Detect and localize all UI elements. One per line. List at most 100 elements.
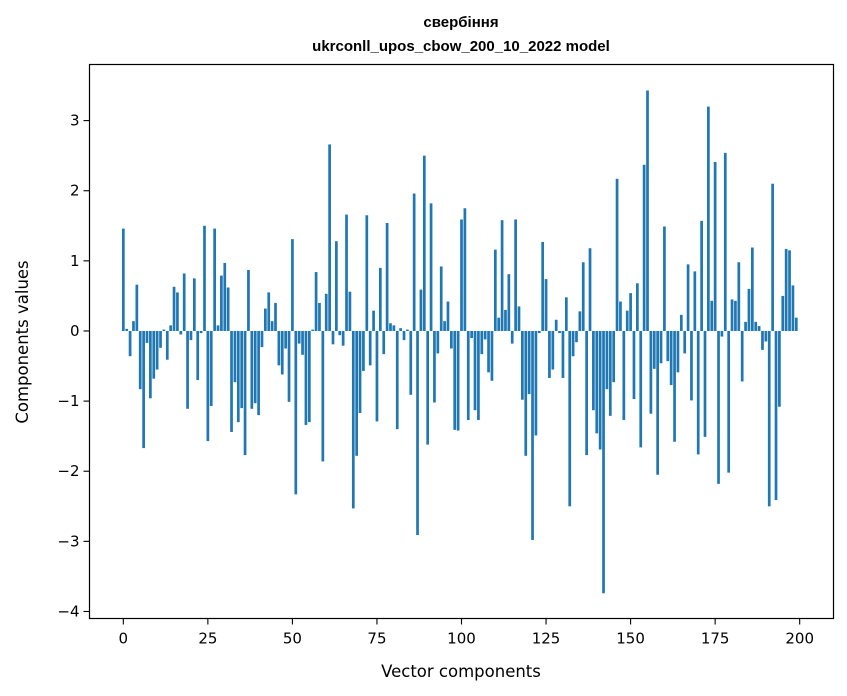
bar-30 — [223, 262, 227, 331]
bar-32 — [230, 330, 233, 432]
y-tick-label-2: 2 — [70, 182, 80, 200]
y-tick-label-0: 0 — [70, 322, 80, 340]
bar-135 — [578, 311, 582, 331]
bar-16 — [176, 292, 179, 331]
y-tick-label--2: −2 — [57, 462, 79, 480]
x-tick-label-100: 100 — [447, 630, 476, 648]
y-axis-label: Components values — [13, 260, 32, 423]
bar-56 — [311, 329, 315, 331]
bar-44 — [270, 321, 274, 331]
bar-198 — [791, 285, 795, 331]
bar-5 — [138, 330, 142, 390]
bar-146 — [615, 178, 619, 331]
bar-140 — [595, 330, 599, 434]
bar-127 — [551, 330, 555, 370]
bar-181 — [734, 300, 737, 331]
bar-89 — [422, 155, 426, 331]
bar-125 — [544, 279, 548, 331]
bar-7 — [145, 330, 149, 343]
bar-79 — [389, 323, 392, 331]
bar-145 — [612, 330, 616, 383]
bar-199 — [794, 317, 798, 331]
bar-167 — [686, 264, 690, 331]
bar-177 — [720, 330, 724, 337]
bar-185 — [747, 288, 751, 331]
bar-68 — [351, 330, 355, 509]
bar-188 — [757, 326, 761, 331]
bar-6 — [142, 330, 145, 449]
bar-49 — [287, 330, 291, 402]
bar-99 — [456, 330, 460, 431]
bar-173 — [707, 106, 710, 331]
bar-37 — [247, 269, 250, 331]
bar-159 — [659, 330, 663, 364]
bar-34 — [236, 330, 240, 423]
y-tick-label--3: −3 — [57, 532, 79, 550]
y-tick-label-3: 3 — [70, 112, 80, 130]
bar-134 — [575, 330, 578, 343]
x-axis-label: Vector components — [381, 662, 541, 681]
bar-175 — [713, 161, 717, 331]
bar-82 — [399, 328, 402, 331]
bar-77 — [382, 330, 386, 355]
bar-71 — [362, 330, 365, 371]
bar-24 — [203, 225, 206, 331]
bar-137 — [585, 330, 588, 456]
chart-subtitle: ukrconll_upos_cbow_200_10_2022 model — [312, 38, 610, 55]
bar-48 — [284, 330, 287, 349]
bar-28 — [216, 325, 220, 331]
bar-170 — [696, 330, 700, 455]
bar-78 — [385, 222, 389, 331]
bar-72 — [365, 215, 369, 331]
bar-60 — [324, 293, 328, 331]
bar-131 — [564, 297, 568, 331]
bar-93 — [436, 330, 440, 354]
bar-65 — [341, 330, 345, 346]
bar-120 — [527, 330, 531, 395]
bar-195 — [781, 295, 785, 331]
bar-115 — [510, 330, 514, 344]
bar-116 — [514, 219, 517, 331]
bar-112 — [500, 220, 504, 331]
bar-191 — [767, 330, 771, 507]
bar-122 — [534, 330, 538, 436]
bar-178 — [723, 152, 727, 331]
bar-19 — [186, 330, 189, 409]
y-tick-label--1: −1 — [57, 392, 79, 410]
bar-123 — [537, 330, 541, 334]
bar-73 — [368, 330, 372, 366]
bar-151 — [632, 330, 636, 399]
bar-9 — [152, 330, 156, 379]
bar-31 — [226, 287, 230, 331]
bar-70 — [358, 330, 362, 414]
x-tick-label-50: 50 — [283, 630, 302, 648]
bar-118 — [521, 330, 524, 400]
bar-88 — [419, 289, 423, 331]
bar-91 — [429, 203, 433, 331]
bar-157 — [652, 330, 656, 369]
bar-53 — [301, 330, 304, 355]
bar-47 — [280, 330, 284, 375]
bar-166 — [683, 330, 687, 354]
bar-74 — [372, 310, 375, 331]
bar-45 — [274, 302, 277, 331]
bar-182 — [737, 262, 741, 331]
bar-158 — [656, 330, 659, 475]
bar-25 — [206, 330, 210, 442]
bar-17 — [179, 330, 183, 335]
bar-61 — [328, 144, 331, 331]
bar-154 — [642, 164, 646, 331]
bar-29 — [220, 275, 223, 331]
bar-107 — [483, 330, 487, 340]
bar-63 — [335, 241, 338, 331]
bar-12 — [162, 329, 166, 331]
bar-21 — [192, 278, 196, 331]
bar-102 — [466, 330, 470, 421]
bar-94 — [439, 266, 443, 331]
bar-15 — [172, 286, 176, 331]
bar-43 — [267, 292, 271, 331]
bar-83 — [402, 330, 406, 341]
bar-187 — [754, 321, 758, 331]
bar-124 — [541, 241, 545, 331]
bar-87 — [416, 330, 419, 536]
